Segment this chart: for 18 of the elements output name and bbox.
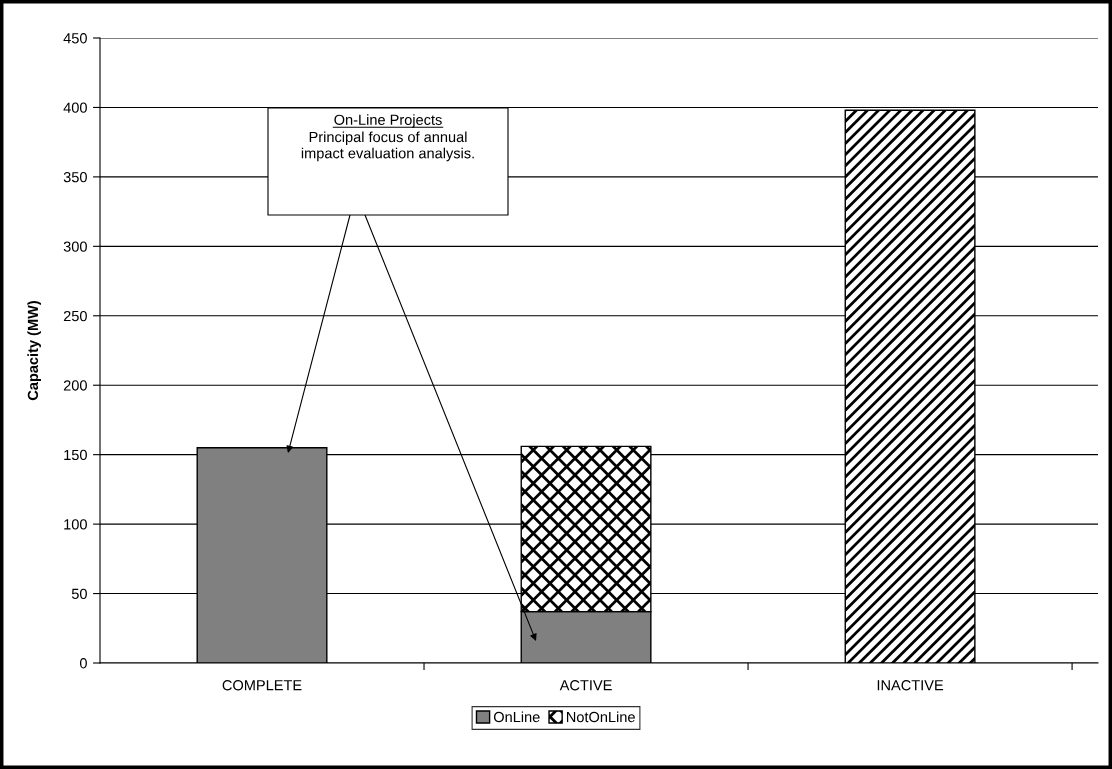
y-tick-label: 50 [71, 588, 87, 599]
legend-label: OnLine [493, 711, 540, 723]
y-tick-label: 0 [79, 658, 87, 669]
y-tick-label: 400 [63, 102, 87, 113]
y-tick-label: 250 [63, 310, 87, 322]
y-tick-label: 200 [63, 380, 87, 391]
x-tick-label: ACTIVE [559, 680, 612, 691]
x-tick-label: COMPLETE [222, 680, 302, 691]
legend-label: NotOnLine [567, 711, 635, 723]
y-tick-label: 300 [63, 241, 87, 252]
y-tick-label: 100 [64, 519, 87, 530]
annotation: On-Line Projects [334, 114, 442, 128]
y-axis-title: Capacity (MW) [27, 300, 41, 401]
annotation: Principal focus of annual impact evaluation analysis. [301, 131, 474, 162]
y-tick-label: 150 [64, 449, 87, 461]
y-tick-label: 350 [63, 171, 87, 183]
y-tick-label: 450 [63, 33, 87, 44]
x-tick-label: INACTIVE [877, 680, 944, 691]
